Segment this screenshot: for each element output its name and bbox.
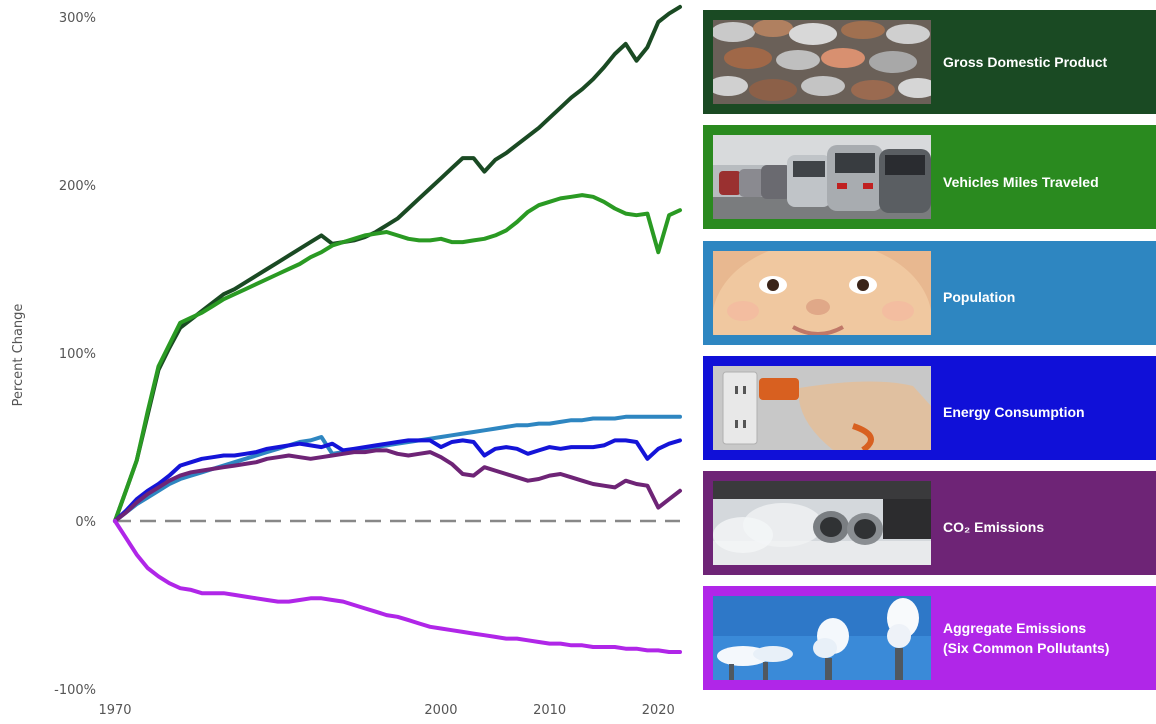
legend-item-gdp: Gross Domestic Product [703,10,1156,114]
series-line-1 [113,193,682,523]
series-line-3 [113,438,682,523]
power-plug-photo [713,366,931,450]
smokestacks-photo [713,596,931,680]
y-tick-label: 0% [75,515,96,530]
baby-photo [713,251,931,335]
x-tick-label: 1970 [98,703,131,718]
legend-label-aggregate-line2: (Six Common Pollutants) [943,640,1110,656]
legend-label-energy: Energy Consumption [943,404,1085,420]
x-axis-ticks: 1970 2000 2010 2020 [98,703,674,718]
y-axis-ticks: -100% 0% 100% 200% 300% [54,11,96,698]
y-tick-label: 100% [59,347,96,362]
x-tick-label: 2000 [424,703,457,718]
line-chart: -100% 0% 100% 200% 300% 1970 2000 2010 2020 Per… [11,4,682,718]
exhaust-pipe-photo [713,481,931,565]
y-tick-label: -100% [54,683,96,698]
legend-label-aggregate-line1: Aggregate Emissions [943,620,1087,636]
legend-item-vmt: Vehicles Miles Traveled [703,125,1156,229]
traffic-photo [713,135,931,219]
series-line-4 [113,448,682,523]
legend-label-gdp: Gross Domestic Product [943,54,1108,70]
x-tick-label: 2010 [533,703,566,718]
series-line-2 [113,414,682,523]
legend-item-co2: CO₂ Emissions [703,471,1156,575]
coins-photo [713,20,931,104]
legend-label-population: Population [943,289,1016,305]
y-tick-label: 300% [59,11,96,26]
x-tick-label: 2020 [642,703,675,718]
series-line-0 [113,4,682,523]
y-tick-label: 200% [59,179,96,194]
y-axis-title: Percent Change [11,304,26,407]
series-lines [113,4,682,654]
legend-label-co2: CO₂ Emissions [943,519,1045,535]
legend-label-vmt: Vehicles Miles Traveled [943,174,1099,190]
legend-item-aggregate: Aggregate Emissions (Six Common Pollutan… [703,586,1156,690]
legend-item-population: Population [703,241,1156,345]
legend-label-aggregate: Aggregate Emissions (Six Common Pollutan… [943,618,1109,658]
series-line-5 [113,519,682,654]
legend-item-energy: Energy Consumption [703,356,1156,460]
